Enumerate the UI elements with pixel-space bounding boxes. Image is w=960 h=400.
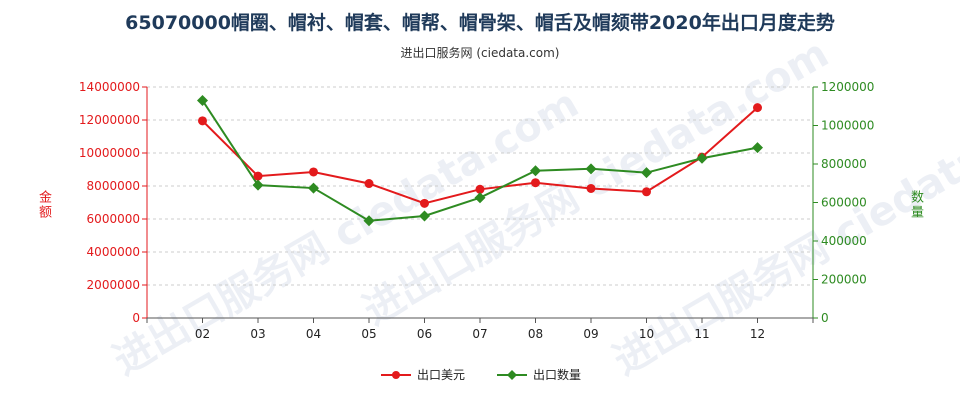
y-left-tick-label: 8000000 — [87, 179, 140, 193]
x-tick-label: 09 — [583, 327, 598, 341]
data-point-amount — [309, 167, 318, 177]
data-point-amount — [475, 184, 485, 194]
legend-quantity-label: 出口数量 — [533, 368, 582, 382]
data-point-quantity — [197, 94, 208, 106]
legend-item-quantity[interactable]: 出口数量 — [495, 366, 581, 383]
data-point-quantity — [308, 182, 319, 194]
data-point-quantity — [474, 192, 486, 204]
y-left-tick-label: 12000000 — [79, 113, 140, 127]
y-left-tick-label: 0 — [132, 311, 140, 325]
legend-quantity-icon — [497, 369, 527, 380]
data-point-amount — [198, 116, 207, 126]
legend: 出口美元 出口数量 — [0, 366, 960, 383]
y-right-tick-label: 600000 — [821, 196, 867, 210]
data-point-amount — [642, 187, 651, 197]
legend-amount-icon — [380, 370, 411, 379]
chart-subtitle: 进出口服务网 (ciedata.com) — [400, 46, 560, 60]
data-point-amount — [753, 103, 762, 113]
y-left-tick-label: 6000000 — [87, 212, 140, 226]
x-tick-label: 03 — [250, 327, 265, 341]
data-point-quantity — [530, 165, 541, 177]
y-left-tick-label: 2000000 — [87, 278, 140, 292]
y-right-tick-label: 400000 — [821, 234, 867, 248]
data-point-amount — [364, 179, 374, 189]
x-tick-label: 12 — [750, 327, 765, 341]
data-point-quantity — [252, 179, 264, 191]
data-point-quantity — [585, 163, 597, 175]
data-point-amount — [253, 171, 263, 181]
y-right-tick-label: 1200000 — [821, 80, 874, 94]
x-tick-label: 10 — [639, 327, 654, 341]
legend-item-amount[interactable]: 出口美元 — [379, 366, 465, 383]
x-tick-label: 04 — [306, 327, 321, 341]
y-left-tick-label: 10000000 — [79, 146, 140, 160]
data-point-quantity — [696, 152, 708, 164]
x-tick-label: 06 — [417, 327, 432, 341]
data-point-amount — [531, 178, 540, 188]
y-left-tick-label: 14000000 — [79, 80, 140, 94]
data-point-quantity — [641, 167, 652, 179]
data-point-amount — [420, 198, 429, 208]
legend-amount-label: 出口美元 — [416, 368, 465, 382]
x-tick-label: 02 — [195, 327, 210, 341]
y-right-tick-label: 0 — [821, 311, 829, 325]
chart-title: 65070000帽圈、帽衬、帽套、帽帮、帽骨架、帽舌及帽颏带2020年出口月度走… — [125, 12, 835, 34]
data-point-quantity — [419, 210, 430, 222]
x-tick-label: 05 — [361, 327, 376, 341]
data-point-quantity — [363, 215, 375, 227]
y-right-tick-label: 1000000 — [821, 119, 874, 133]
x-tick-label: 08 — [528, 327, 543, 341]
data-point-amount — [586, 183, 596, 193]
x-tick-label: 11 — [694, 327, 709, 341]
y-right-tick-label: 200000 — [821, 273, 867, 287]
y-axis-left-label: 金额 — [36, 190, 51, 220]
data-point-quantity — [752, 142, 763, 154]
x-tick-label: 07 — [472, 327, 487, 341]
y-axis-right-label: 数量 — [908, 190, 923, 220]
y-left-tick-label: 4000000 — [87, 245, 140, 259]
y-right-tick-label: 800000 — [821, 157, 867, 171]
